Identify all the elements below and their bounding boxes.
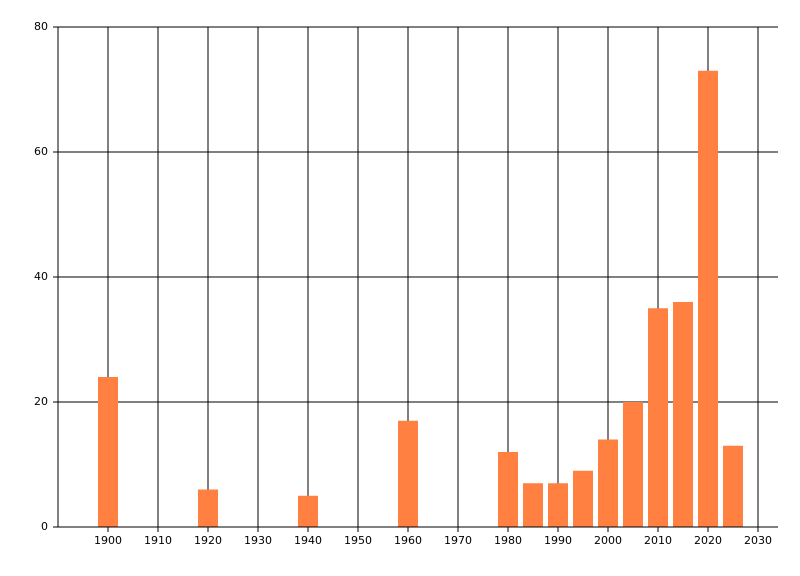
x-tick-label: 1930 [244, 534, 272, 547]
x-tick-label: 1910 [144, 534, 172, 547]
y-tick-label: 80 [34, 20, 48, 33]
bar [523, 483, 543, 527]
x-tick-label: 1940 [294, 534, 322, 547]
x-tick-label: 1990 [544, 534, 572, 547]
bar [648, 308, 668, 527]
y-tick-label: 0 [41, 520, 48, 533]
bar [598, 439, 618, 527]
x-tick-label: 2010 [644, 534, 672, 547]
bar [573, 470, 593, 527]
x-tick-label: 1900 [94, 534, 122, 547]
bar [548, 483, 568, 527]
bar [198, 489, 218, 527]
x-tick-label: 1970 [444, 534, 472, 547]
bar [623, 402, 643, 527]
x-tick-label: 2000 [594, 534, 622, 547]
y-tick-label: 60 [34, 145, 48, 158]
x-tick-label: 2020 [694, 534, 722, 547]
bar [398, 420, 418, 527]
bar [723, 445, 743, 527]
bar [498, 452, 518, 527]
y-tick-label: 20 [34, 395, 48, 408]
x-tick-label: 1960 [394, 534, 422, 547]
x-tick-label: 1950 [344, 534, 372, 547]
bar [98, 377, 118, 527]
bar [673, 302, 693, 527]
bar [298, 495, 318, 527]
x-tick-label: 1980 [494, 534, 522, 547]
x-tick-label: 1920 [194, 534, 222, 547]
y-tick-label: 40 [34, 270, 48, 283]
bar [698, 70, 718, 527]
x-tick-label: 2030 [744, 534, 772, 547]
